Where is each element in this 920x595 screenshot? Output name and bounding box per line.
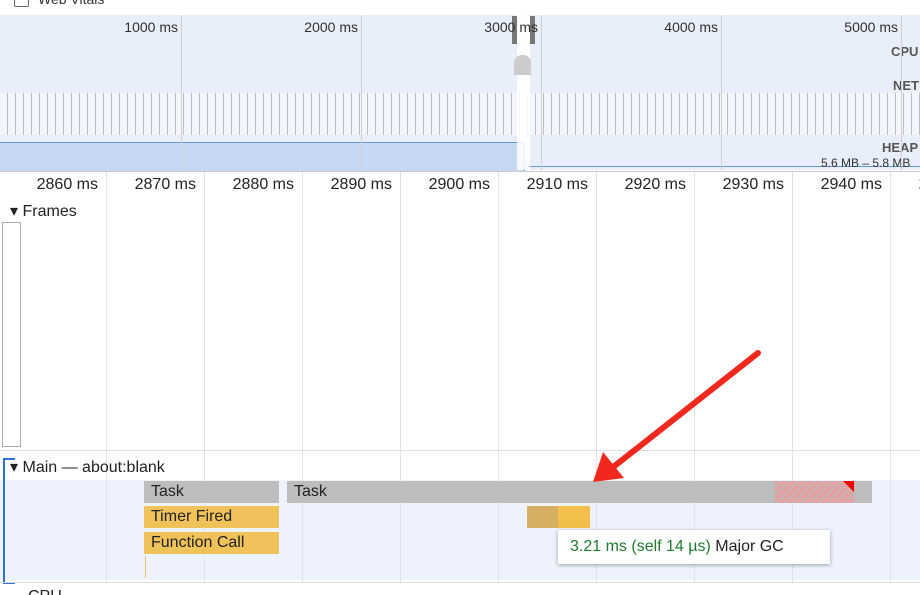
overview-grid-line — [361, 15, 362, 170]
tooltip: 3.21 ms (self 14 µs) Major GC — [558, 530, 830, 564]
cpu-track-label: CPU — [28, 588, 62, 595]
track-bracket — [3, 458, 15, 584]
ruler-grid-line — [400, 172, 401, 582]
ruler-grid-line — [498, 172, 499, 582]
tooltip-time: 3.21 ms (self 14 µs) — [570, 538, 711, 555]
ruler-tick-label: 2930 ms — [722, 176, 784, 193]
overview-tick-label: 1000 ms — [124, 19, 178, 35]
task-event[interactable]: Task — [287, 481, 872, 503]
overview-tick-label: 2000 ms — [304, 19, 358, 35]
overview-grid-line — [721, 15, 722, 170]
overview-grid-line — [901, 15, 902, 170]
ruler-grid-line — [890, 172, 891, 582]
tooltip-name: Major GC — [715, 538, 784, 555]
function-event[interactable]: Function Call — [144, 532, 279, 554]
frames-label: Frames — [22, 203, 77, 220]
heap-range: 5.6 MB – 5.8 MB — [821, 156, 911, 170]
arrow-head — [593, 452, 624, 482]
ruler-tick-label: 2870 ms — [134, 176, 196, 193]
selection-handle[interactable] — [512, 16, 517, 44]
long-task-overflow — [775, 481, 854, 503]
selection-window — [517, 15, 530, 170]
gc-event[interactable] — [527, 506, 558, 528]
long-task-marker — [843, 481, 854, 492]
heap-label: HEAP — [882, 140, 918, 155]
net-label: NET — [893, 78, 919, 93]
web-vitals-label: Web Vitals — [38, 0, 104, 7]
gc-event[interactable] — [558, 506, 590, 528]
ruler-grid-line — [596, 172, 597, 582]
cpu-label: CPU — [891, 44, 919, 59]
main-label: Main — about:blank — [22, 459, 165, 476]
ruler-tick-label: 2860 ms — [36, 176, 98, 193]
checkbox[interactable] — [14, 0, 29, 7]
ruler-tick-label: 2940 ms — [820, 176, 882, 193]
ruler-tick-label: 2950 ms — [890, 176, 920, 194]
sub-event — [145, 556, 146, 578]
frame-box — [2, 222, 21, 447]
divider — [0, 450, 920, 451]
timer-event[interactable]: Timer Fired — [144, 506, 279, 528]
arrow-shaft — [609, 350, 761, 471]
ruler-grid-line — [792, 172, 793, 582]
net-strip — [0, 93, 920, 135]
task-event[interactable]: Task — [144, 481, 279, 503]
ruler-grid-line — [204, 172, 205, 582]
overview-grid-line — [541, 15, 542, 170]
ruler-tick-label: 2880 ms — [232, 176, 294, 193]
heap-area — [0, 142, 525, 171]
divider — [0, 582, 920, 583]
overview-tick-label: 3000 ms — [484, 19, 538, 35]
ruler-grid-line — [694, 172, 695, 582]
ruler-grid-line — [106, 172, 107, 582]
overview-tick-label: 5000 ms — [844, 19, 898, 35]
overview-grid-line — [181, 15, 182, 170]
heap-line — [524, 166, 920, 167]
frames-header[interactable]: ▾ Frames — [10, 203, 77, 220]
ruler-grid-line — [302, 172, 303, 582]
main-header[interactable]: ▾ Main — about:blank — [10, 459, 165, 476]
overview-tick-label: 4000 ms — [664, 19, 718, 35]
ruler-tick-label: 2910 ms — [526, 176, 588, 193]
cpu-spike — [514, 55, 531, 75]
ruler-tick-label: 2900 ms — [428, 176, 490, 193]
selection-handle[interactable] — [530, 16, 535, 44]
ruler-tick-label: 2890 ms — [330, 176, 392, 193]
ruler-tick-label: 2920 ms — [624, 176, 686, 193]
divider — [0, 171, 920, 172]
